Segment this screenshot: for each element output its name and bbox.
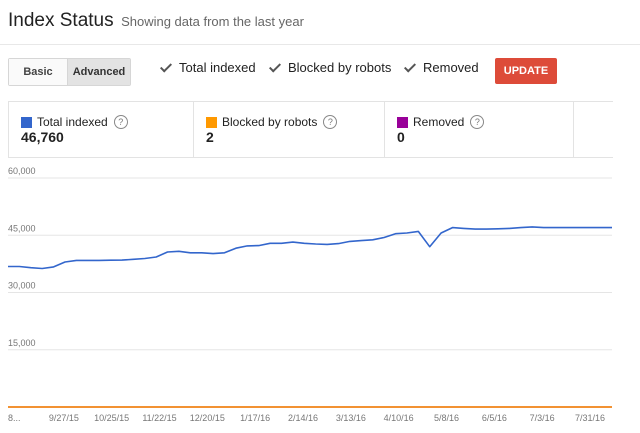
help-icon[interactable]: ? — [323, 115, 338, 129]
summary-value: 2 — [206, 129, 214, 145]
y-tick-label: 30,000 — [8, 281, 36, 291]
summary-total-indexed: Total indexed ? 46,760 — [9, 102, 194, 157]
update-button[interactable]: UPDATE — [495, 58, 557, 84]
summary-removed: Removed ? 0 — [385, 102, 574, 157]
x-tick-label: 2/14/16 — [288, 413, 318, 423]
y-tick-label: 60,000 — [8, 166, 36, 176]
series-swatch — [397, 116, 408, 128]
basic-button[interactable]: Basic — [9, 59, 68, 85]
summary-panel: Total indexed ? 46,760 Blocked by robots… — [8, 101, 613, 158]
help-icon[interactable]: ? — [113, 115, 128, 129]
summary-value: 0 — [397, 129, 405, 145]
x-tick-label: 1/17/16 — [240, 413, 270, 423]
x-tick-label: 5/8/16 — [434, 413, 459, 423]
view-toggle: Basic Advanced — [8, 58, 131, 86]
summary-label: Removed — [413, 115, 465, 129]
summary-label: Total indexed — [37, 115, 108, 129]
x-tick-label: 7/31/16 — [575, 413, 605, 423]
series-line-total-indexed — [8, 226, 612, 270]
x-tick-label: 12/20/15 — [190, 413, 225, 423]
checkbox-label: Total indexed — [179, 60, 256, 75]
summary-blocked-by-robots: Blocked by robots ? 2 — [194, 102, 385, 157]
x-tick-label: 3/13/16 — [336, 413, 366, 423]
page-title-text: Index Status — [8, 10, 114, 31]
series-swatch — [21, 116, 32, 128]
checkmark-icon — [159, 61, 173, 75]
y-tick-label: 15,000 — [8, 338, 36, 348]
x-tick-label: 10/25/15 — [94, 413, 129, 423]
checkbox-label: Removed — [423, 60, 479, 75]
x-tick-label: 7/3/16 — [530, 413, 555, 423]
page-title: Index Status Showing data from the last … — [8, 10, 304, 32]
summary-value: 46,760 — [21, 129, 64, 145]
x-tick-label: 8... — [8, 413, 21, 423]
help-icon[interactable]: ? — [470, 115, 485, 129]
summary-label: Blocked by robots — [222, 115, 318, 129]
x-tick-label: 11/22/15 — [142, 413, 176, 423]
series-swatch — [206, 116, 217, 128]
checkbox-label: Blocked by robots — [288, 60, 392, 75]
page-subtitle: Showing data from the last year — [121, 14, 304, 29]
removed-checkbox[interactable]: Removed — [403, 60, 479, 75]
header-divider — [0, 44, 640, 45]
checkmark-icon — [268, 61, 282, 75]
blocked-by-robots-checkbox[interactable]: Blocked by robots — [268, 60, 391, 75]
advanced-button[interactable]: Advanced — [68, 59, 130, 85]
total-indexed-checkbox[interactable]: Total indexed — [159, 60, 256, 75]
index-status-chart: 60,000 45,000 30,000 15,000 8... 9/27/15 10/25… — [8, 166, 612, 423]
x-tick-label: 4/10/16 — [384, 413, 414, 423]
checkmark-icon — [403, 61, 417, 75]
y-tick-label: 45,000 — [8, 223, 36, 233]
x-tick-label: 9/27/15 — [49, 413, 79, 423]
x-tick-label: 6/5/16 — [482, 413, 507, 423]
